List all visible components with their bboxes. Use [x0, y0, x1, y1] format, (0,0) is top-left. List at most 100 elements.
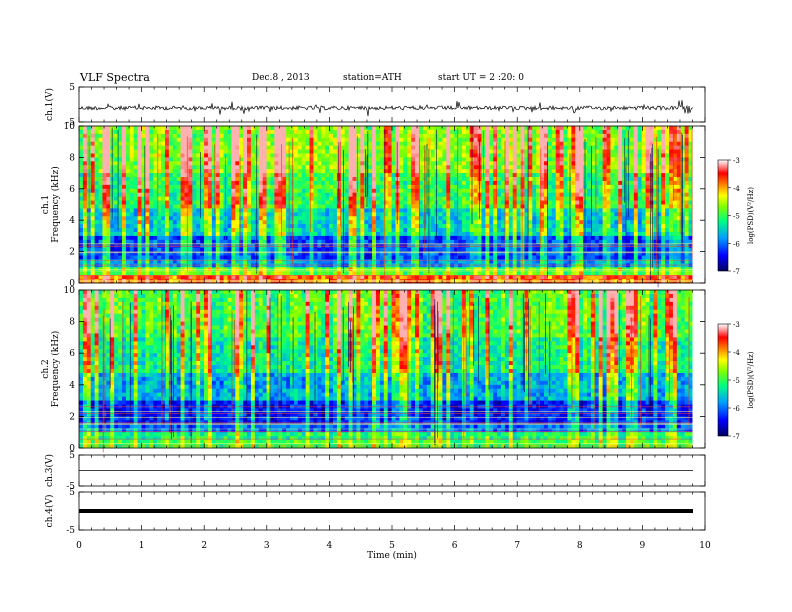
- spectrogram-cell: [645, 196, 650, 201]
- spectrogram-cell: [454, 231, 459, 237]
- spectrogram-cell: [446, 235, 451, 241]
- spectrogram-cell: [407, 149, 412, 154]
- spectrogram-cell: [243, 216, 248, 221]
- spectrogram-cell: [610, 196, 615, 201]
- spectrogram-cell: [270, 231, 275, 237]
- spectrogram-cell: [278, 161, 283, 166]
- spectrogram-cell: [176, 200, 181, 205]
- spectrogram-cell: [125, 239, 131, 245]
- spectrogram-cell: [250, 145, 256, 150]
- spectrogram-cell: [493, 204, 498, 209]
- spectrogram-cell: [137, 247, 142, 252]
- spectrogram-cell: [164, 149, 170, 154]
- spectrogram-cell: [411, 157, 416, 162]
- spectrogram-cell: [360, 177, 365, 182]
- spectrogram-cell: [274, 235, 279, 241]
- spectrogram-cell: [661, 196, 666, 201]
- spectrogram-cell: [239, 157, 244, 162]
- spectrogram-cell: [508, 247, 514, 252]
- spectrogram-cell: [508, 220, 514, 225]
- spectrogram-cell: [532, 224, 537, 229]
- spectrogram-cell: [461, 129, 467, 135]
- spectrogram-cell: [422, 126, 428, 131]
- spectrogram-cell: [356, 247, 361, 252]
- spectrogram-cell: [317, 153, 322, 158]
- spectrogram-cell: [387, 157, 392, 162]
- spectrogram-cell: [520, 212, 525, 217]
- spectrogram-cell: [215, 173, 220, 178]
- spectrogram-cell: [567, 161, 572, 166]
- spectrogram-cell: [161, 196, 166, 201]
- spectrogram-cell: [243, 165, 248, 170]
- spectrogram-cell: [164, 200, 170, 205]
- spectrogram-cell: [375, 192, 381, 197]
- spectrogram-cell: [614, 177, 619, 182]
- spectrogram-cell: [262, 235, 267, 241]
- spectrogram-cell: [133, 200, 138, 205]
- spectrogram-cell: [317, 208, 322, 213]
- spectrogram-cell: [98, 231, 103, 237]
- spectrogram-cell: [442, 212, 447, 217]
- spectrogram-cell: [493, 231, 498, 237]
- spectrogram-cell: [461, 196, 467, 201]
- spectrogram-cell: [450, 184, 455, 190]
- spectrogram-cell: [235, 216, 240, 221]
- spectrogram-cell: [211, 133, 217, 139]
- spectrogram-cell: [559, 235, 564, 241]
- spectrogram-cell: [125, 149, 131, 154]
- spectrogram-cell: [270, 173, 275, 178]
- spectrogram-cell: [360, 231, 365, 237]
- spectrogram-cell: [458, 184, 463, 190]
- spectrogram-cell: [200, 165, 205, 170]
- spectrogram-cell: [430, 243, 435, 248]
- spectrogram-cell: [145, 137, 150, 142]
- spectrogram-cell: [133, 188, 138, 194]
- spectrogram-cell: [340, 137, 346, 142]
- spectrogram-cell: [106, 212, 111, 217]
- spectrogram-cell: [94, 231, 99, 237]
- spectrogram-cell: [309, 149, 314, 154]
- spectrogram-cell: [563, 129, 568, 135]
- spectrogram-cell: [184, 173, 189, 178]
- spectrogram-cell: [590, 231, 596, 237]
- spectrogram-cell: [637, 228, 642, 233]
- spectrogram-cell: [176, 192, 181, 197]
- spectrogram-cell: [559, 126, 564, 131]
- spectrogram-cell: [602, 239, 607, 245]
- spectrogram-cell: [383, 161, 388, 166]
- spectrogram-cell: [364, 220, 369, 225]
- spectrogram-cell: [98, 157, 103, 162]
- spectrogram-cell: [610, 177, 615, 182]
- spectrogram-cell: [184, 157, 189, 162]
- spectrogram-cell: [516, 184, 521, 190]
- spectrogram-cell: [344, 161, 349, 166]
- spectrogram-cell: [192, 204, 197, 209]
- spectrogram-cell: [137, 153, 142, 158]
- spectrogram-cell: [340, 145, 346, 150]
- spectrogram-cell: [661, 141, 666, 146]
- spectrogram-cell: [340, 216, 346, 221]
- spectrogram-cell: [106, 208, 111, 213]
- spectrogram-cell: [657, 133, 662, 139]
- spectrogram-cell: [540, 212, 545, 217]
- spectrogram-cell: [184, 133, 189, 139]
- spectrogram-cell: [633, 145, 639, 150]
- spectrogram-cell: [665, 239, 670, 245]
- spectrogram-cell: [649, 129, 654, 135]
- spectrogram-cell: [102, 173, 107, 178]
- spectrogram-cell: [497, 239, 502, 245]
- spectrogram-cell: [516, 149, 521, 154]
- spectrogram-cell: [270, 235, 275, 241]
- spectrogram-cell: [641, 188, 646, 194]
- spectrogram-cell: [657, 161, 662, 166]
- spectrogram-cell: [344, 228, 349, 233]
- spectrogram-cell: [391, 165, 396, 170]
- spectrogram-cell: [461, 177, 467, 182]
- spectrogram-cell: [555, 126, 560, 131]
- spectrogram-cell: [79, 212, 84, 217]
- spectrogram-cell: [270, 216, 275, 221]
- spectrogram-cell: [649, 126, 654, 131]
- spectrogram-cell: [364, 228, 369, 233]
- spectrogram-cell: [149, 192, 154, 197]
- spectrogram-cell: [395, 216, 400, 221]
